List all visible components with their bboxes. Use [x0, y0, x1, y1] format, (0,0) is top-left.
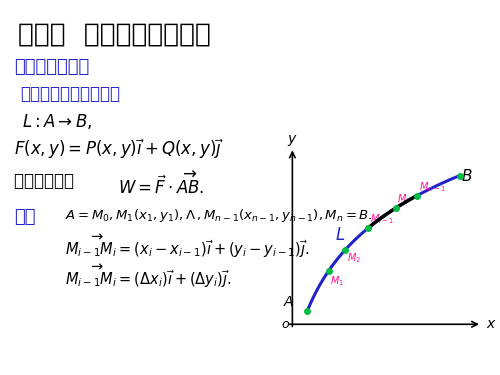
Text: $M_1$: $M_1$: [330, 274, 344, 288]
Text: $A$: $A$: [283, 296, 294, 309]
Text: $L:A\rightarrow B,$: $L:A\rightarrow B,$: [22, 112, 92, 131]
Text: $x$: $x$: [486, 317, 496, 331]
Text: $M_{i-1}$: $M_{i-1}$: [370, 213, 394, 226]
Text: $o$: $o$: [281, 318, 290, 331]
Text: $F(x,y)=P(x,y)\vec{\imath}+Q(x,y)\vec{\jmath}$: $F(x,y)=P(x,y)\vec{\imath}+Q(x,y)\vec{\j…: [14, 138, 224, 162]
Text: $M_2$: $M_2$: [347, 251, 361, 265]
Text: $B$: $B$: [462, 168, 473, 183]
Text: $\overrightarrow{M_{i-1}M_i}=(\Delta x_i)\vec{\imath}+(\Delta y_i)\vec{\jmath}.$: $\overrightarrow{M_{i-1}M_i}=(\Delta x_i…: [65, 263, 232, 290]
Text: $\overrightarrow{M_{i-1}M_i}=(x_i-x_{i-1})\vec{\imath}+(y_i-y_{i-1})\vec{\jmath}: $\overrightarrow{M_{i-1}M_i}=(x_i-x_{i-1…: [65, 233, 310, 260]
Text: $A=M_0,M_1(x_1,y_1),\Lambda\,,M_{n-1}(x_{n-1},y_{n-1}),M_n=B.$: $A=M_0,M_1(x_1,y_1),\Lambda\,,M_{n-1}(x_…: [65, 207, 372, 224]
Text: 分割: 分割: [14, 208, 36, 226]
Text: 一、概念与性质: 一、概念与性质: [14, 58, 89, 76]
Text: 常力所作的功: 常力所作的功: [14, 172, 84, 190]
Text: $M_{n-1}$: $M_{n-1}$: [419, 180, 446, 194]
Text: 求变力沿曲线所作的功: 求变力沿曲线所作的功: [20, 85, 120, 103]
Text: $L$: $L$: [334, 225, 345, 243]
Text: 第二节  对坐标的曲线积分: 第二节 对坐标的曲线积分: [18, 22, 211, 48]
Text: $M_i$: $M_i$: [398, 193, 409, 207]
Text: $W=\vec{F}\cdot\overrightarrow{AB}.$: $W=\vec{F}\cdot\overrightarrow{AB}.$: [118, 172, 204, 198]
Text: $y$: $y$: [287, 132, 298, 147]
